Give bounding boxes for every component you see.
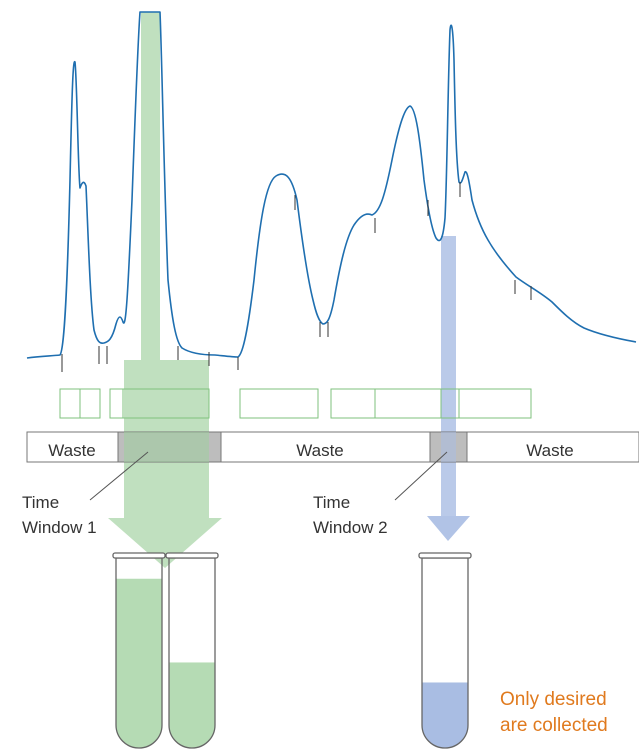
tube-liquid: [422, 682, 468, 748]
fraction-box: [239, 388, 319, 419]
waste-label-1: Waste: [48, 441, 96, 460]
fraction-boxes: [59, 388, 532, 419]
test-tubes: [112, 552, 472, 749]
chromatogram: [26, 11, 637, 372]
tube-rim: [112, 552, 166, 559]
time-window-2-line2: Window 2: [313, 518, 388, 537]
time-window-1-line2: Window 1: [22, 518, 97, 537]
tube-outline: [115, 557, 163, 749]
note-line2: are collected: [500, 715, 608, 736]
tube-rim: [165, 552, 219, 559]
fraction-box: [330, 388, 532, 419]
tube-outline: [168, 557, 216, 749]
fraction-box: [109, 388, 210, 419]
time-window-labels: Time Window 1 Time Window 2: [22, 451, 448, 537]
test-tube: [165, 552, 219, 749]
time-window-1-line1: Time: [22, 493, 59, 512]
chromatogram-trace: [26, 11, 637, 359]
tube-outline: [421, 557, 469, 749]
peak-markers: [61, 182, 532, 372]
time-window-2-line1: Time: [313, 493, 350, 512]
test-tube: [418, 552, 472, 749]
collection-arrow-1: [108, 12, 222, 568]
tube-liquid: [116, 578, 162, 748]
test-tube: [112, 552, 166, 749]
collection-arrow-2-head: [427, 516, 470, 541]
time-window-1-pointer: [89, 451, 149, 501]
waste-label-3: Waste: [526, 441, 574, 460]
tube-rim: [418, 552, 472, 559]
waste-bar: Waste Waste Waste: [26, 431, 639, 463]
time-window-2-pointer: [394, 451, 448, 501]
collection-arrow-2-shaft: [441, 236, 456, 516]
note-line1: Only desired: [500, 689, 607, 710]
waste-label-2: Waste: [296, 441, 344, 460]
tube-liquid: [169, 662, 215, 748]
note: Only desired are collected: [500, 689, 608, 736]
